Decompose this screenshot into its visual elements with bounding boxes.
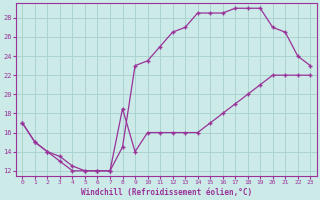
X-axis label: Windchill (Refroidissement éolien,°C): Windchill (Refroidissement éolien,°C) <box>81 188 252 197</box>
